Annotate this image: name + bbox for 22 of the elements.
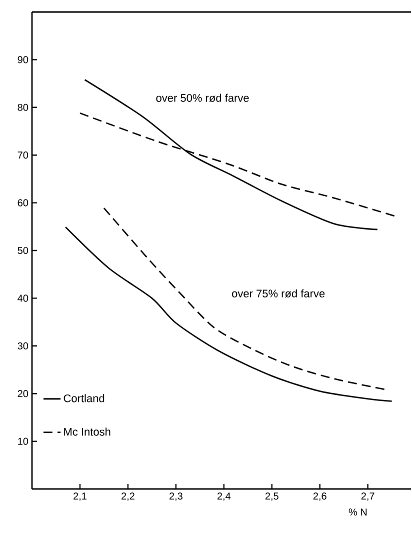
x-tick-label: 2,5: [266, 492, 279, 501]
x-tick-label: 2,1: [74, 492, 87, 501]
line-series: [65, 226, 393, 402]
y-tick-label: 80: [18, 104, 28, 111]
y-tick-label: 50: [18, 246, 28, 254]
x-axis-title: % N: [349, 508, 367, 516]
x-tick-label: 2,7: [362, 492, 374, 501]
legend-label: Mc Intosh: [64, 428, 110, 436]
y-tick-label: 20: [18, 390, 28, 398]
y-tick-label: 60: [18, 199, 28, 206]
legend-label: Cortland: [64, 394, 104, 402]
y-tick-label: 30: [18, 342, 28, 350]
x-tick-label: 2,3: [170, 492, 183, 501]
x-tick-label: 2,4: [218, 492, 231, 501]
annotation: over 75% rød farve: [232, 289, 325, 298]
y-tick-label: 70: [18, 152, 28, 159]
y-tick-label: 90: [18, 56, 28, 64]
x-tick-label: 2,6: [314, 492, 327, 501]
y-tick-label: 10: [18, 438, 28, 445]
annotation: over 50% rød farve: [156, 94, 249, 102]
y-tick-label: 40: [18, 294, 28, 302]
x-tick-label: 2,2: [122, 492, 135, 501]
